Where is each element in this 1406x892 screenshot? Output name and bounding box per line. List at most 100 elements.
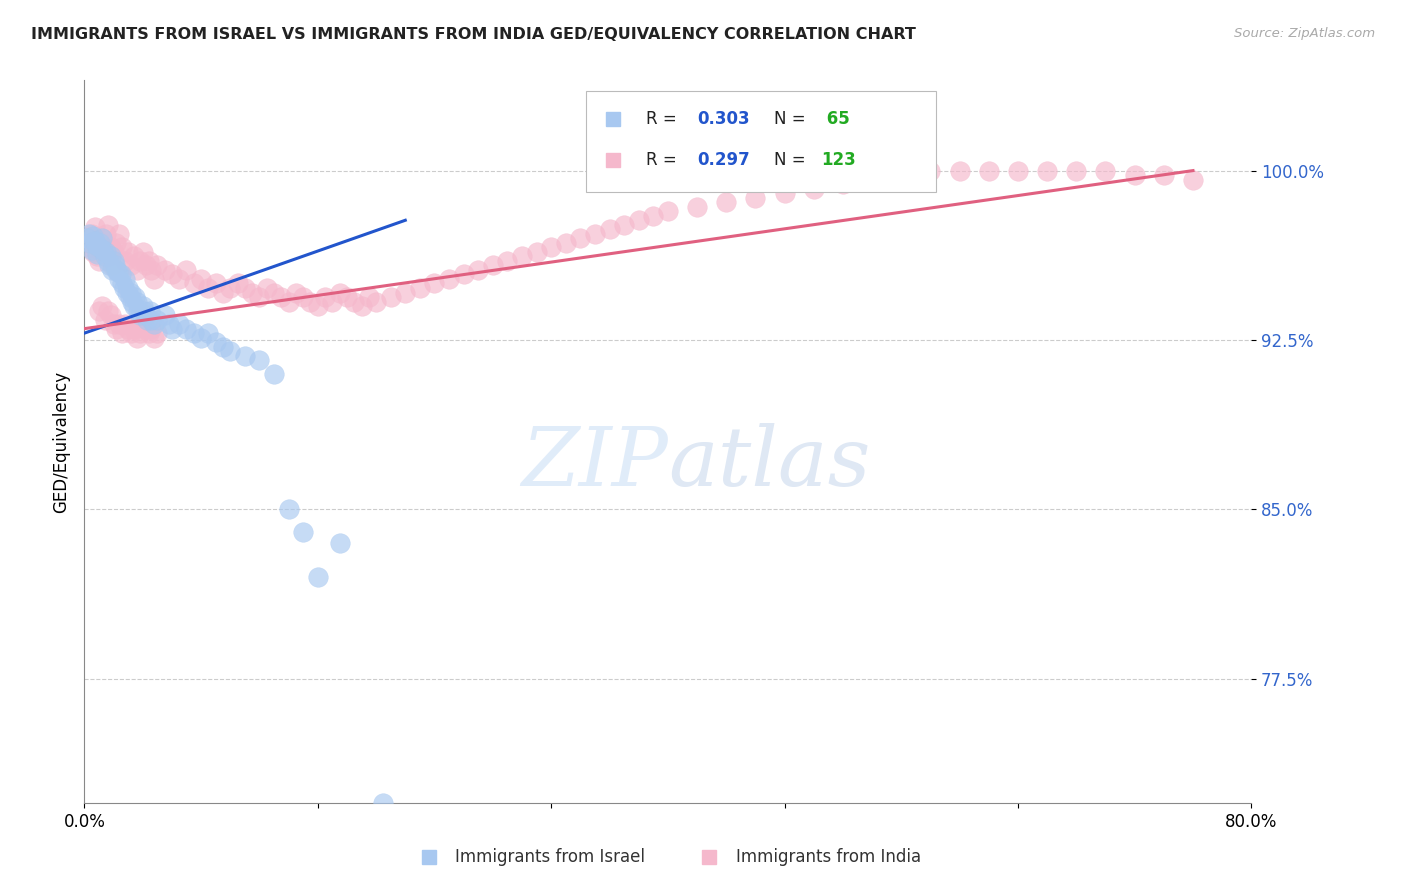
Point: [803, 181, 825, 195]
Point: [1123, 168, 1146, 182]
Point: [114, 253, 136, 268]
Point: [141, 263, 163, 277]
Point: [643, 209, 665, 223]
Point: [146, 259, 169, 273]
Point: [350, 299, 373, 313]
Point: [124, 290, 146, 304]
Point: [135, 259, 157, 273]
Point: [132, 317, 155, 331]
Point: [167, 272, 190, 286]
Point: [80, 227, 103, 241]
Point: [84, 235, 107, 250]
Point: [240, 285, 263, 300]
Point: [233, 349, 256, 363]
Point: [686, 200, 709, 214]
Point: [153, 308, 176, 322]
Point: [329, 285, 352, 300]
Point: [120, 285, 142, 300]
Point: [190, 272, 212, 286]
Point: [357, 290, 380, 304]
Text: IMMIGRANTS FROM ISRAEL VS IMMIGRANTS FROM INDIA GED/EQUIVALENCY CORRELATION CHAR: IMMIGRANTS FROM ISRAEL VS IMMIGRANTS FRO…: [31, 27, 915, 42]
Point: [82, 244, 104, 259]
Point: [554, 235, 576, 250]
Point: [125, 294, 148, 309]
Point: [321, 294, 343, 309]
Point: [226, 277, 249, 291]
Point: [569, 231, 592, 245]
Point: [1094, 163, 1116, 178]
Point: [284, 285, 307, 300]
FancyBboxPatch shape: [586, 91, 936, 193]
Point: [373, 796, 395, 810]
Point: [100, 240, 122, 254]
Point: [111, 240, 134, 254]
Point: [117, 321, 139, 335]
Point: [76, 235, 98, 250]
Point: [122, 249, 145, 263]
Point: [125, 331, 148, 345]
Point: [160, 321, 183, 335]
Point: [190, 331, 212, 345]
Point: [114, 272, 136, 286]
Point: [97, 303, 120, 318]
Point: [135, 321, 157, 335]
Point: [1007, 163, 1029, 178]
Point: [613, 218, 636, 232]
Point: [380, 290, 402, 304]
Point: [98, 259, 121, 273]
Point: [84, 238, 107, 252]
Point: [157, 317, 180, 331]
Point: [197, 326, 219, 340]
Point: [86, 249, 108, 263]
Point: [136, 312, 159, 326]
Point: [299, 294, 322, 309]
Point: [599, 222, 621, 236]
Point: [773, 186, 796, 201]
Point: [118, 290, 141, 304]
Point: [204, 335, 226, 350]
Point: [249, 290, 271, 304]
Point: [146, 326, 169, 340]
Point: [108, 227, 131, 241]
Point: [394, 285, 416, 300]
Point: [94, 244, 117, 259]
Point: [132, 299, 155, 313]
Point: [94, 312, 117, 326]
Point: [336, 290, 359, 304]
Point: [103, 253, 125, 268]
Point: [120, 326, 142, 340]
Point: [105, 263, 128, 277]
Point: [82, 229, 104, 244]
Point: [366, 294, 388, 309]
Point: [90, 299, 112, 313]
Point: [167, 317, 190, 331]
Point: [128, 308, 150, 322]
Point: [89, 235, 111, 250]
Point: [103, 317, 125, 331]
Point: [94, 249, 117, 263]
Text: Source: ZipAtlas.com: Source: ZipAtlas.com: [1234, 27, 1375, 40]
Point: [141, 312, 163, 326]
Point: [204, 277, 226, 291]
Text: 123: 123: [821, 151, 855, 169]
Point: [860, 172, 883, 186]
Point: [110, 268, 132, 282]
Point: [496, 253, 519, 268]
Point: [90, 231, 112, 245]
Point: [96, 244, 118, 259]
Point: [977, 163, 1000, 178]
Point: [657, 204, 679, 219]
Point: [112, 281, 135, 295]
Point: [134, 303, 156, 318]
Point: [343, 294, 366, 309]
Point: [97, 218, 120, 232]
Point: [132, 244, 155, 259]
Text: R =: R =: [645, 111, 682, 128]
Point: [212, 340, 235, 354]
Point: [176, 263, 198, 277]
Text: atlas: atlas: [668, 423, 870, 503]
Point: [233, 281, 256, 295]
Point: [160, 268, 183, 282]
Point: [97, 253, 120, 268]
Point: [510, 249, 533, 263]
